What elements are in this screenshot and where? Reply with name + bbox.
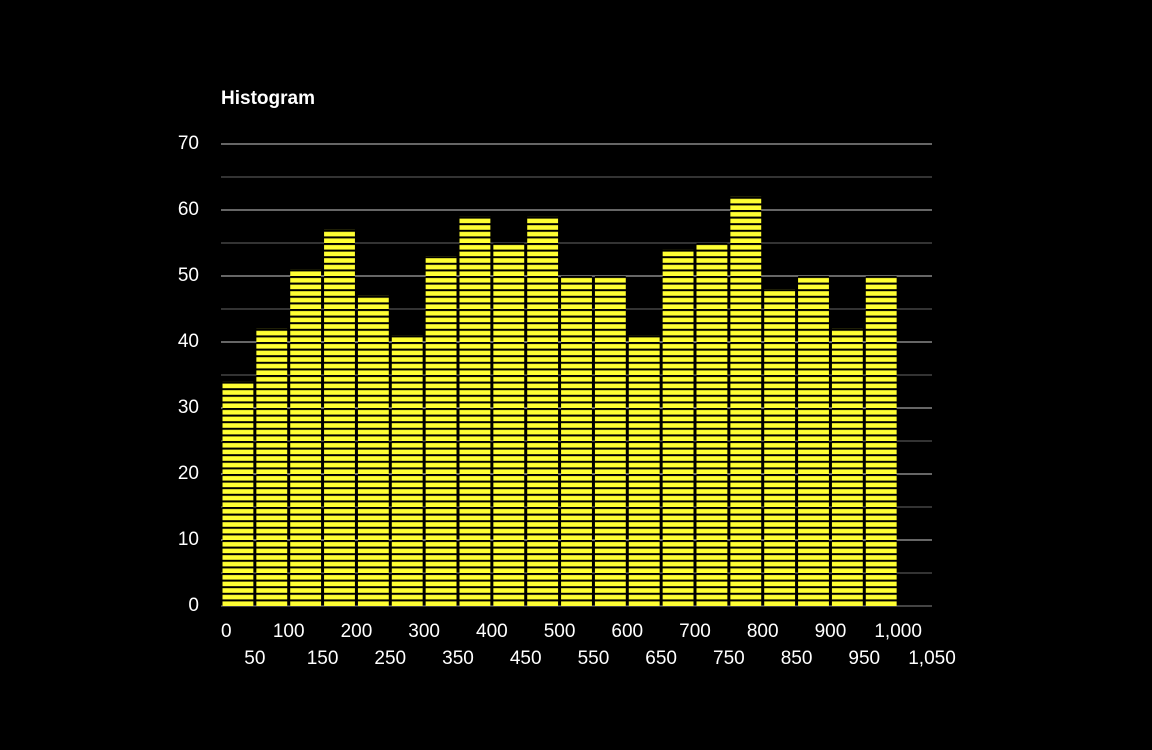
x-tick-label: 450 xyxy=(510,648,542,669)
y-tick-label: 30 xyxy=(178,397,199,418)
bar xyxy=(798,276,829,606)
bar xyxy=(290,269,322,606)
y-tick-label: 20 xyxy=(178,463,199,484)
x-tick-label: 850 xyxy=(781,648,813,669)
x-tick-label: 600 xyxy=(611,621,643,642)
x-tick-label: 350 xyxy=(442,648,474,669)
x-tick-label: 150 xyxy=(307,648,339,669)
x-tick-label: 250 xyxy=(374,648,406,669)
bar xyxy=(662,249,694,606)
y-tick-label: 60 xyxy=(178,199,199,220)
x-tick-label: 1,000 xyxy=(874,621,922,642)
y-tick-label: 70 xyxy=(178,133,199,154)
x-tick-label: 400 xyxy=(476,621,508,642)
x-tick-label: 900 xyxy=(815,621,847,642)
bar xyxy=(222,381,254,606)
bar xyxy=(594,276,626,606)
x-tick-label: 50 xyxy=(244,648,265,669)
x-tick-label: 200 xyxy=(341,621,373,642)
y-tick-label: 50 xyxy=(178,265,199,286)
x-tick-label: 750 xyxy=(713,648,745,669)
bar xyxy=(831,328,863,606)
y-tick-label: 40 xyxy=(178,331,199,352)
x-tick-label: 100 xyxy=(273,621,305,642)
bar xyxy=(256,328,288,606)
x-tick-label: 0 xyxy=(221,621,232,642)
x-tick-label: 700 xyxy=(679,621,711,642)
bar xyxy=(561,276,592,606)
bar xyxy=(357,295,389,606)
x-tick-label: 650 xyxy=(645,648,677,669)
bar xyxy=(865,276,897,606)
bar xyxy=(324,229,355,607)
x-tick-label: 950 xyxy=(848,648,880,669)
bar xyxy=(459,216,491,606)
bar xyxy=(696,243,728,606)
x-tick-label: 300 xyxy=(408,621,440,642)
x-tick-label: 500 xyxy=(544,621,576,642)
bar xyxy=(527,216,559,606)
x-tick-label: 800 xyxy=(747,621,779,642)
x-tick-label: 1,050 xyxy=(908,648,956,669)
bar xyxy=(628,335,660,606)
y-tick-label: 0 xyxy=(188,595,199,616)
bar xyxy=(391,335,423,606)
bar xyxy=(764,289,796,606)
bar xyxy=(730,196,762,607)
bar xyxy=(493,243,525,606)
y-tick-label: 10 xyxy=(178,529,199,550)
x-tick-label: 550 xyxy=(578,648,610,669)
chart-title: Histogram xyxy=(221,88,315,109)
bar xyxy=(425,256,457,606)
